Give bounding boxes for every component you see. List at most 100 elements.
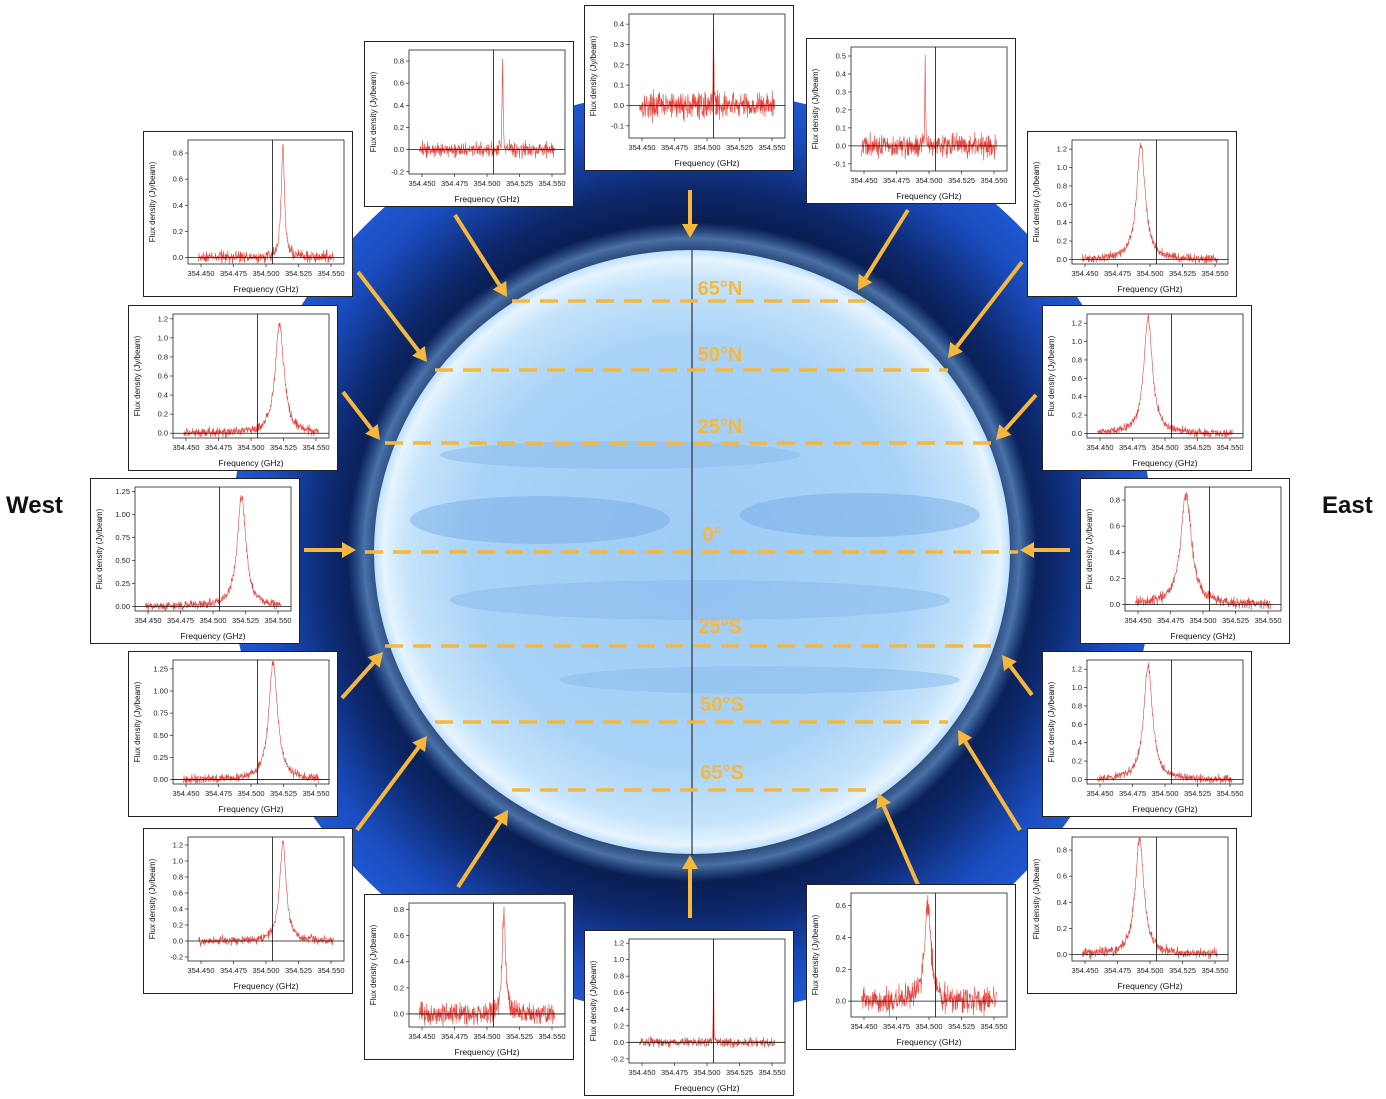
y-tick-label: 0.2 [614, 60, 624, 69]
spectrum-panel-east-southeast: 0.0 0.2 0.4 0.6 0.8 1.0 1.2 354.450 354.475 354.5… [1042, 651, 1252, 817]
x-tick-label: 354.475 [220, 269, 247, 278]
x-tick-label: 354.475 [661, 143, 688, 152]
x-axis-label: Frequency (GHz) [896, 191, 961, 201]
y-tick-label: 0.8 [1110, 496, 1120, 505]
x-tick-label: 354.500 [1136, 269, 1163, 278]
x-tick-label: 354.550 [1254, 616, 1281, 625]
x-tick-label: 354.475 [1104, 966, 1131, 975]
y-tick-label: 0.1 [836, 123, 846, 132]
x-axis-label: Frequency (GHz) [180, 631, 245, 641]
spectrum-panel-east-northeast: 0.0 0.2 0.4 0.6 0.8 1.0 1.2 354.450 354.475 354.5… [1042, 305, 1252, 471]
spectrum-line [1082, 836, 1218, 960]
arrow [1020, 542, 1070, 558]
y-tick-label: 0.75 [153, 709, 168, 718]
y-tick-label: 0.1 [614, 81, 624, 90]
x-tick-label: 354.525 [1169, 269, 1196, 278]
y-tick-label: 0.4 [836, 69, 846, 78]
y-tick-label: 0.2 [394, 123, 404, 132]
x-tick-label: 354.475 [205, 443, 232, 452]
spectrum-plot: 0.0 0.2 0.4 0.6 0.8 1.0 1.2 354.450 354.475 354.5… [1047, 313, 1244, 468]
y-tick-label: 0.6 [173, 889, 183, 898]
x-tick-label: 354.525 [506, 1032, 533, 1041]
plot-frame [172, 659, 330, 785]
x-tick-label: 354.450 [408, 1032, 435, 1041]
spectrum-line [1097, 314, 1233, 438]
y-tick-label: 0.0 [1057, 255, 1067, 264]
x-tick-label: 354.450 [628, 1068, 655, 1077]
y-tick-label: 0.4 [173, 905, 183, 914]
x-tick-label: 354.550 [758, 143, 785, 152]
x-axis-label: Frequency (GHz) [233, 284, 298, 294]
x-axis-label: Frequency (GHz) [454, 1047, 519, 1057]
y-tick-label: 0.6 [1072, 374, 1082, 383]
y-tick-label: 0.6 [394, 79, 404, 88]
x-tick-label: 354.475 [883, 176, 910, 185]
latitude-label: 50°S [700, 694, 744, 716]
y-tick-label: 0.4 [1057, 218, 1067, 227]
y-tick-label: 0.0 [394, 1009, 404, 1018]
y-tick-label: 0.8 [394, 905, 404, 914]
y-tick-label: 0.6 [158, 372, 168, 381]
y-tick-label: 0.0 [173, 937, 183, 946]
spectrum-line [861, 895, 997, 1018]
arrow [453, 213, 507, 297]
x-tick-label: 354.475 [441, 179, 468, 188]
y-tick-label: 0.3 [614, 40, 624, 49]
arrow [958, 730, 1022, 832]
y-tick-label: -0.2 [391, 167, 404, 176]
spectrum-line [1082, 142, 1218, 265]
spectrum-line [1097, 662, 1233, 785]
y-tick-label: 0.6 [1057, 872, 1067, 881]
x-tick-label: 354.475 [1119, 789, 1146, 798]
y-tick-label: 1.0 [1072, 683, 1082, 692]
x-tick-label: 354.450 [628, 143, 655, 152]
x-tick-label: 354.450 [1071, 269, 1098, 278]
y-axis-label: Flux density (Jy/beam) [1032, 161, 1041, 242]
y-axis-label: Flux density (Jy/beam) [95, 508, 104, 589]
x-tick-label: 354.525 [285, 966, 312, 975]
arrow [876, 793, 920, 886]
x-tick-label: 354.550 [1216, 443, 1243, 452]
x-tick-label: 354.525 [270, 789, 297, 798]
spectrum-line [198, 144, 334, 265]
x-tick-label: 354.500 [915, 1022, 942, 1031]
spectrum-plot: 0.0 0.2 0.4 0.6 354.450 354.475 354.500 354.525… [811, 892, 1008, 1047]
spectrum-plot: 0.0 0.2 0.4 0.6 0.8 354.450 354.475 354.500 354.… [148, 139, 345, 294]
arrow [304, 542, 356, 558]
x-tick-label: 354.475 [1119, 443, 1146, 452]
y-tick-label: 0.8 [1057, 846, 1067, 855]
cloud-bands [410, 441, 980, 694]
spectrum-plot: 0.0 0.2 0.4 0.6 0.8 354.450 354.475 354.500 354.… [1085, 486, 1282, 641]
y-tick-label: 0.25 [115, 579, 130, 588]
y-tick-label: 0.8 [173, 149, 183, 158]
spectrum-plot: 0.0 0.2 0.4 0.6 0.8 354.450 354.475 354.500 354.… [1032, 836, 1229, 991]
x-tick-label: 354.525 [506, 179, 533, 188]
y-tick-label: 0.2 [394, 983, 404, 992]
y-tick-label: 1.25 [115, 487, 130, 496]
x-tick-label: 354.525 [1169, 966, 1196, 975]
x-tick-label: 354.525 [285, 269, 312, 278]
spectrum-plot: -0.1 0.0 0.1 0.2 0.3 0.4 0.5 354.450 354.475 354.… [811, 46, 1008, 201]
spectrum-panel-west: 0.00 0.25 0.50 0.75 1.00 1.25 354.450 354.475 35… [90, 478, 300, 644]
x-tick-label: 354.450 [172, 789, 199, 798]
x-tick-label: 354.500 [1151, 443, 1178, 452]
spectrum-panel-northwest: 0.0 0.2 0.4 0.6 0.8 354.450 354.475 354.500 354.… [143, 131, 353, 297]
x-tick-label: 354.550 [1216, 789, 1243, 798]
y-tick-label: 0.2 [836, 965, 846, 974]
spectrum-plot: 0.00 0.25 0.50 0.75 1.00 1.25 354.450 354.475 35… [133, 659, 330, 814]
y-tick-label: 1.2 [1072, 665, 1082, 674]
x-tick-label: 354.475 [883, 1022, 910, 1031]
y-tick-label: 0.0 [614, 1038, 624, 1047]
spectrum-line [419, 906, 555, 1027]
y-tick-label: 0.2 [1057, 237, 1067, 246]
y-tick-label: 0.0 [836, 997, 846, 1006]
y-tick-label: 0.8 [1072, 355, 1082, 364]
y-tick-label: 0.2 [158, 410, 168, 419]
spectrum-panel-west-southwest: 0.00 0.25 0.50 0.75 1.00 1.25 354.450 354.475 35… [128, 651, 338, 817]
y-tick-label: 0.0 [1057, 950, 1067, 959]
x-tick-label: 354.500 [473, 179, 500, 188]
spectrum-plot: -0.2 0.0 0.2 0.4 0.6 0.8 1.0 1.2 354.450 354.475 3… [589, 938, 786, 1093]
x-tick-label: 354.550 [302, 443, 329, 452]
arrow [341, 390, 380, 440]
y-tick-label: 0.5 [836, 51, 846, 60]
